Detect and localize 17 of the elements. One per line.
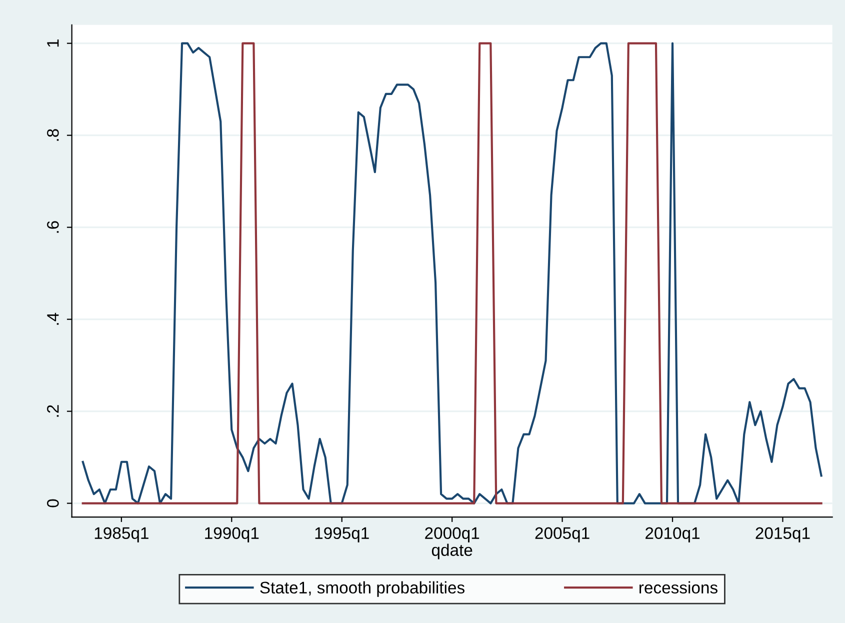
y-tick-label: .8 (47, 129, 59, 141)
y-tick-label: .2 (47, 405, 59, 417)
legend-label: State1, smooth probabilities (260, 581, 464, 597)
x-tick-label: 2010q1 (646, 527, 700, 542)
y-tick-label: .6 (47, 221, 59, 233)
y-tick-label: .4 (47, 312, 59, 325)
x-axis-title: qdate (432, 544, 472, 560)
line-series (82, 42, 822, 504)
x-tick-label: 1985q1 (94, 527, 148, 542)
y-tick-label: 0 (47, 499, 59, 508)
x-tick-label: 1995q1 (315, 527, 369, 542)
x-tick-label: 2000q1 (425, 527, 480, 542)
x-tick-label: 2015q1 (756, 527, 810, 542)
legend-label: recessions (640, 581, 718, 594)
x-tick-label: 2005q1 (535, 527, 590, 542)
y-tick-label: 1 (47, 39, 59, 47)
x-tick-label: 1990q1 (205, 527, 259, 542)
